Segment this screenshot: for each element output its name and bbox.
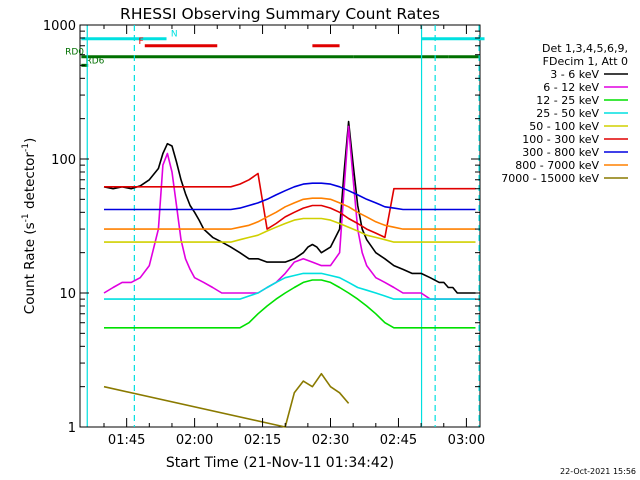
series-line-6-12-kev bbox=[103, 125, 476, 300]
legend-label-6-12-kev: 6 - 12 keV bbox=[543, 81, 599, 94]
series-line-12-25-kev bbox=[104, 279, 476, 329]
x-tick-label: 02:00 bbox=[176, 433, 213, 448]
interval-markers bbox=[86, 25, 480, 427]
legend-label-3-6-kev: 3 - 6 keV bbox=[550, 68, 599, 81]
y-axis-title-main: Count Rate (s bbox=[22, 222, 38, 314]
x-axis: 01:45 02:00 02:15 02:30 02:45 03:00 bbox=[103, 25, 485, 448]
plot-frame bbox=[79, 24, 481, 428]
y-axis-title-mid: detector bbox=[22, 152, 38, 214]
y-tick-label: 1000 bbox=[43, 19, 76, 34]
series-line-50-100-kev bbox=[104, 217, 476, 243]
state-label-rd0: RD0 bbox=[65, 48, 84, 58]
x-tick-label: 02:30 bbox=[312, 433, 349, 448]
y-axis-title-sup2: -1 bbox=[21, 143, 31, 152]
x-axis-title: Start Time (21-Nov-11 01:34:42) bbox=[166, 455, 394, 471]
legend-header: Det 1,3,4,5,6,9, bbox=[542, 42, 628, 55]
series-line-7000-15000-kev bbox=[103, 372, 350, 428]
x-tick-label: 02:15 bbox=[244, 433, 281, 448]
y-axis: 1 10 100 1000 bbox=[43, 19, 480, 436]
legend-label-7000-15000-kev: 7000 - 15000 keV bbox=[501, 172, 599, 185]
series-line-25-50-kev bbox=[104, 272, 476, 300]
y-axis-title: Count Rate (s-1 detector-1) bbox=[21, 138, 38, 314]
series-line-300-800-kev bbox=[104, 182, 476, 211]
state-label-n: N bbox=[171, 30, 178, 40]
y-tick-label: 1 bbox=[68, 421, 76, 436]
legend-label-25-50-kev: 25 - 50 keV bbox=[536, 107, 599, 120]
legend-label-12-25-kev: 12 - 25 keV bbox=[536, 94, 599, 107]
x-tick-label: 02:45 bbox=[380, 433, 417, 448]
legend-label-50-100-kev: 50 - 100 keV bbox=[529, 120, 599, 133]
series-group bbox=[103, 120, 476, 428]
series-line-3-6-kev bbox=[103, 120, 476, 294]
chart-title: RHESSI Observing Summary Count Rates bbox=[120, 5, 440, 23]
footer-timestamp: 22-Oct-2021 15:56 bbox=[560, 467, 636, 476]
series-line-100-300-kev bbox=[104, 172, 476, 239]
state-label-rd6: RD6 bbox=[85, 56, 104, 66]
series-line-800-7000-kev bbox=[104, 197, 476, 230]
legend-label-300-800-kev: 300 - 800 keV bbox=[522, 146, 599, 159]
legend-label-800-7000-kev: 800 - 7000 keV bbox=[515, 159, 599, 172]
x-tick-label: 01:45 bbox=[108, 433, 145, 448]
y-axis-title-sup1: -1 bbox=[21, 213, 31, 222]
x-tick-label: 03:00 bbox=[448, 433, 485, 448]
legend-label-100-300-kev: 100 - 300 keV bbox=[522, 133, 599, 146]
legend: Det 1,3,4,5,6,9,FDecim 1, Att 03 - 6 keV… bbox=[501, 42, 628, 185]
state-label-f: F bbox=[139, 37, 144, 47]
y-tick-label: 10 bbox=[59, 287, 76, 302]
legend-header: FDecim 1, Att 0 bbox=[543, 55, 628, 68]
y-tick-label: 100 bbox=[51, 153, 76, 168]
y-axis-title-end: ) bbox=[22, 138, 38, 143]
